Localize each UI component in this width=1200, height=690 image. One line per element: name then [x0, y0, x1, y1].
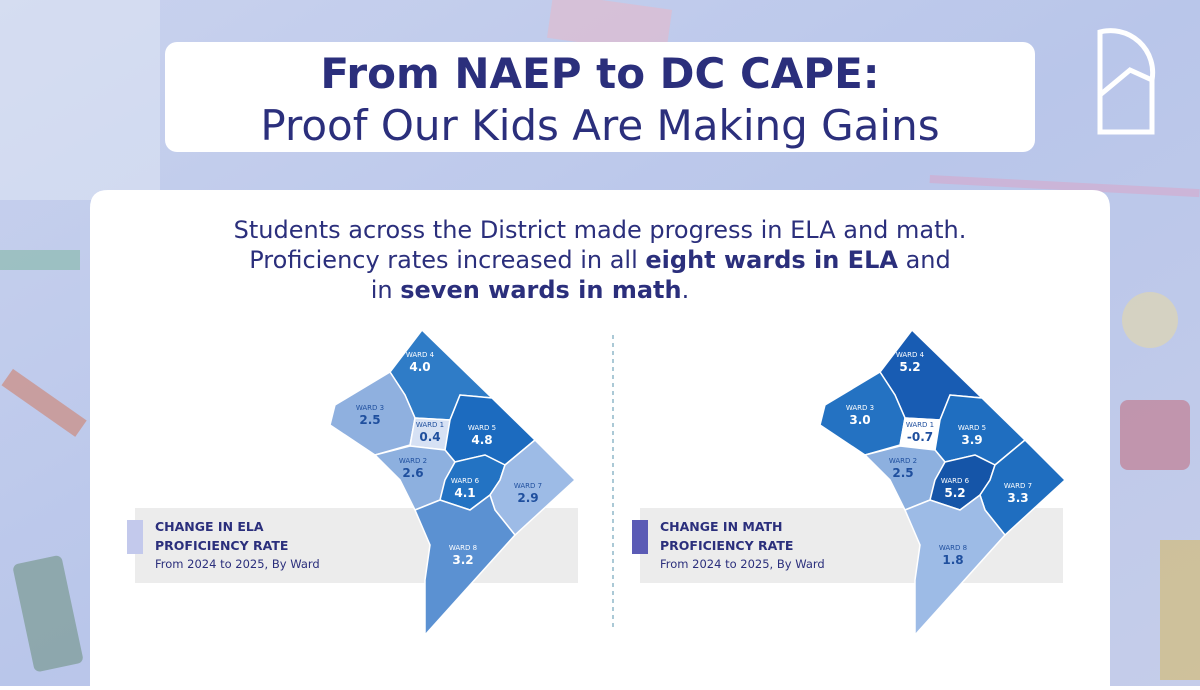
intro-line: Students across the District made progre… — [234, 216, 967, 244]
ward-map: CHANGE IN MATH PROFICIENCY RATE From 2024 … — [632, 328, 1067, 637]
ward-value: 4.0 — [409, 360, 430, 374]
ward-value: 0.4 — [419, 430, 440, 444]
intro-text: . — [682, 276, 690, 304]
legend-note: From 2024 to 2025, By Ward — [660, 557, 825, 571]
logo — [1097, 28, 1156, 135]
legend-swatch — [632, 520, 648, 554]
ward-label: WARD 6 — [941, 477, 970, 485]
intro-text: Proficiency rates increased in all — [249, 246, 645, 274]
ward-label: WARD 1 — [906, 421, 934, 429]
ward-value: 1.8 — [942, 553, 963, 567]
ward-value: 3.9 — [961, 433, 982, 447]
intro-text: and — [898, 246, 951, 274]
ward-label: WARD 3 — [846, 404, 874, 412]
intro-emphasis: eight wards in ELA — [645, 246, 898, 274]
ward-value: 4.8 — [471, 433, 492, 447]
ward-label: WARD 8 — [939, 544, 967, 552]
intro-emphasis: seven wards in math — [400, 276, 681, 304]
ward-label: WARD 4 — [896, 351, 925, 359]
ward-label: WARD 3 — [356, 404, 384, 412]
ward-label: WARD 7 — [514, 482, 542, 490]
ward-label: WARD 1 — [416, 421, 444, 429]
ward-region — [904, 493, 1006, 637]
intro-line: in seven wards in math. — [371, 276, 690, 304]
ward-label: WARD 2 — [889, 457, 917, 465]
ward-label: WARD 7 — [1004, 482, 1032, 490]
legend-swatch — [127, 520, 143, 554]
legend-title: CHANGE IN ELA — [155, 519, 264, 534]
title-box — [165, 42, 1035, 152]
ward-value: 3.0 — [849, 413, 870, 427]
ward-label: WARD 6 — [451, 477, 480, 485]
ward-label: WARD 5 — [468, 424, 496, 432]
ward-value: 2.5 — [892, 466, 913, 480]
ward-map: CHANGE IN ELA PROFICIENCY RATE From 2024 t… — [127, 328, 578, 637]
ward-value: 3.2 — [452, 553, 473, 567]
ward-label: WARD 5 — [958, 424, 986, 432]
ward-value: 5.2 — [899, 360, 920, 374]
ward-label: WARD 4 — [406, 351, 435, 359]
legend-note: From 2024 to 2025, By Ward — [155, 557, 320, 571]
ward-value: 3.3 — [1007, 491, 1028, 505]
ward-value: 2.5 — [359, 413, 380, 427]
legend-title: CHANGE IN MATH — [660, 519, 783, 534]
ward-value: -0.7 — [907, 430, 933, 444]
ward-value: 4.1 — [454, 486, 475, 500]
intro-text: in — [371, 276, 401, 304]
ward-label: WARD 8 — [449, 544, 477, 552]
ward-value: 5.2 — [944, 486, 965, 500]
title: From NAEP to DC CAPE: — [320, 49, 879, 98]
subtitle: Proof Our Kids Are Making Gains — [260, 101, 939, 150]
legend-title: PROFICIENCY RATE — [155, 538, 288, 553]
intro-line: Proficiency rates increased in all eight… — [249, 246, 950, 274]
legend-title: PROFICIENCY RATE — [660, 538, 793, 553]
ward-region — [414, 493, 516, 637]
ward-label: WARD 2 — [399, 457, 427, 465]
ward-value: 2.6 — [402, 466, 423, 480]
ward-value: 2.9 — [517, 491, 538, 505]
